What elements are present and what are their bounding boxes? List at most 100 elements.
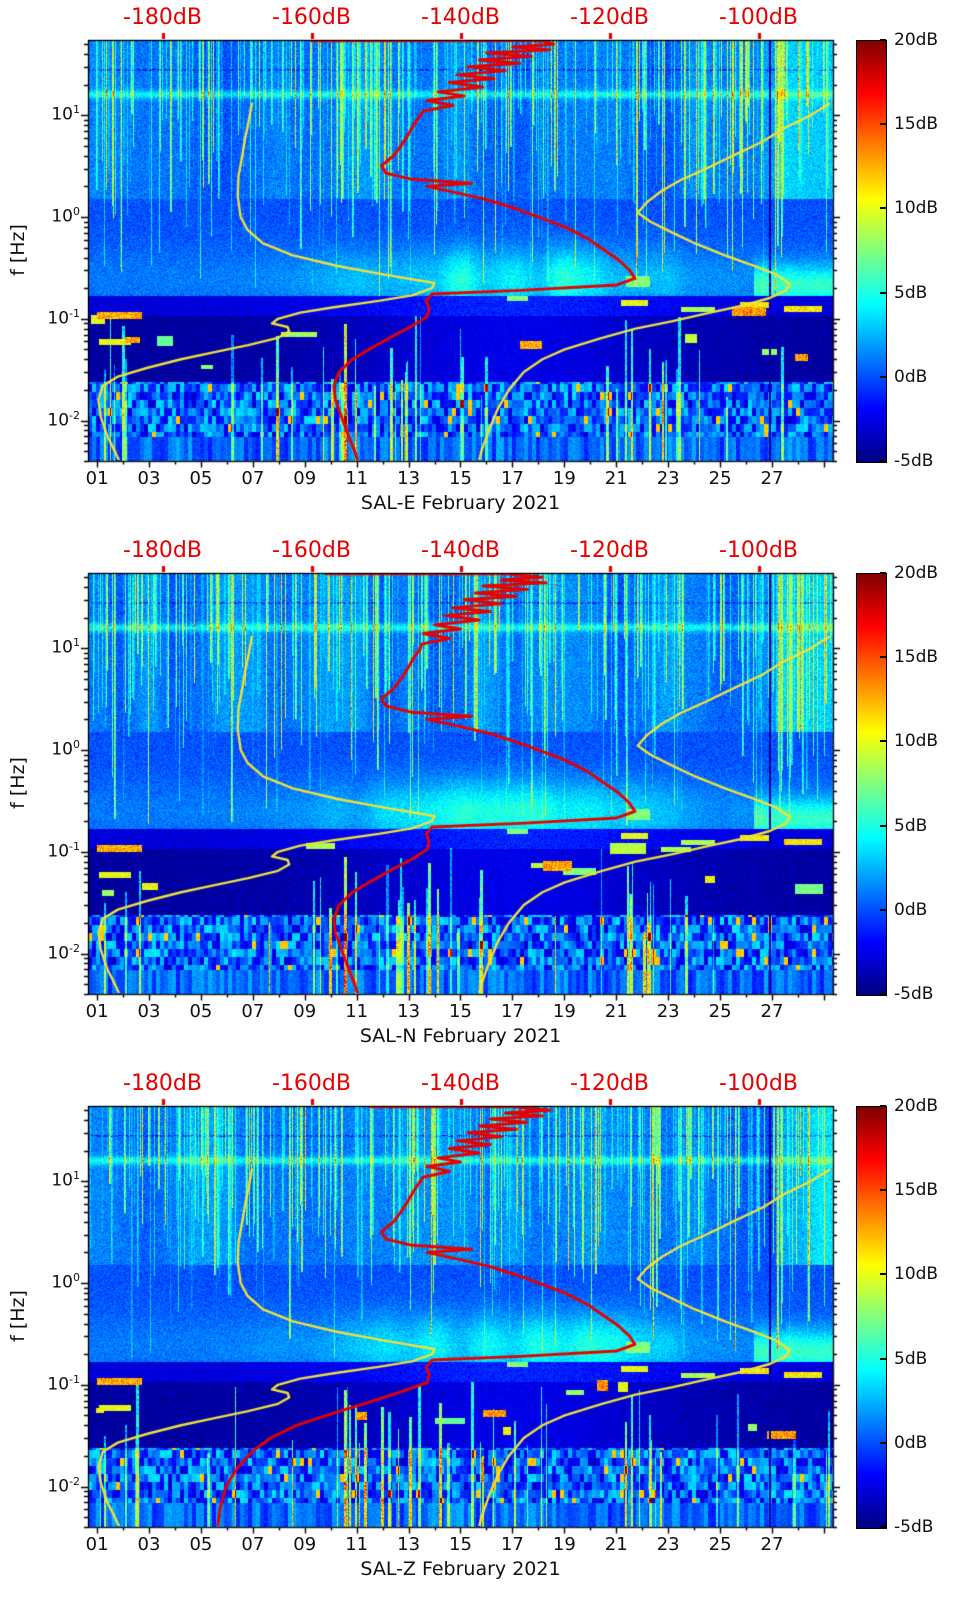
x-tick-label: 03 xyxy=(137,1534,161,1555)
x-tick-label: 23 xyxy=(656,1001,680,1022)
x-tick-label: 01 xyxy=(85,1001,109,1022)
x-tick-label: 01 xyxy=(85,1534,109,1555)
colorbar-tick xyxy=(880,1526,886,1528)
x-tick-label: 27 xyxy=(760,1001,784,1022)
x-tick-label: 09 xyxy=(293,1001,317,1022)
x-tick-label: 15 xyxy=(449,1001,472,1022)
colorbar-label: 5dB xyxy=(894,282,928,303)
x-tick-label: 09 xyxy=(293,468,317,489)
top-db-label: -120dB xyxy=(570,538,649,563)
y-tick-label: 10-2 xyxy=(47,1474,80,1497)
colorbar-label: 15dB xyxy=(894,647,939,668)
colorbar-label: 10dB xyxy=(894,198,939,219)
x-axis-title: SAL-Z February 2021 xyxy=(360,1558,561,1580)
colorbar-tick xyxy=(880,207,886,210)
top-db-label: -120dB xyxy=(570,1071,649,1096)
top-db-label: -160dB xyxy=(272,5,351,30)
y-axis-label: f [Hz] xyxy=(7,757,29,809)
colorbar-tick xyxy=(880,291,886,294)
x-tick-label: 13 xyxy=(397,1001,421,1022)
top-db-label: -120dB xyxy=(570,5,649,30)
x-tick-label: 23 xyxy=(656,1534,680,1555)
x-tick-label: 09 xyxy=(293,1534,317,1555)
y-tick-label: 100 xyxy=(51,738,80,760)
colorbar-label: 15dB xyxy=(894,114,939,135)
x-tick-label: 01 xyxy=(85,468,109,489)
x-axis-title: SAL-N February 2021 xyxy=(359,1025,562,1047)
colorbar-tick xyxy=(880,123,886,126)
colorbar-tick xyxy=(880,1273,886,1276)
y-tick-label: 101 xyxy=(51,1169,80,1191)
y-axis-label: f [Hz] xyxy=(7,1290,29,1342)
colorbar-label: 0dB xyxy=(894,1432,928,1453)
colorbar-tick xyxy=(880,908,886,911)
colorbar-tick xyxy=(880,375,886,378)
top-db-label: -140dB xyxy=(421,1071,500,1096)
x-tick-label: 13 xyxy=(397,1534,421,1555)
x-tick-label: 21 xyxy=(604,1001,628,1022)
x-tick-label: 25 xyxy=(708,1001,732,1022)
y-axis-label: f [Hz] xyxy=(7,224,29,276)
x-tick-label: 05 xyxy=(189,468,213,489)
y-tick-label: 10-2 xyxy=(47,941,80,964)
x-tick-label: 03 xyxy=(137,1001,161,1022)
y-tick-label: 10-1 xyxy=(47,306,80,329)
y-tick-label: 10-1 xyxy=(47,1372,80,1395)
colorbar-label: 10dB xyxy=(894,731,939,752)
x-tick-label: 19 xyxy=(552,1001,576,1022)
x-tick-label: 17 xyxy=(500,468,524,489)
x-tick-label: 25 xyxy=(708,1534,732,1555)
y-tick-label: 101 xyxy=(51,636,80,658)
colorbar-tick xyxy=(880,1105,886,1107)
colorbar-label: 20dB xyxy=(894,30,939,50)
colorbar-label: -5dB xyxy=(894,451,934,471)
x-tick-label: 19 xyxy=(552,1534,576,1555)
colorbar-tick xyxy=(880,740,886,743)
colorbar-tick xyxy=(880,824,886,827)
top-db-label: -180dB xyxy=(123,538,202,563)
x-tick-label: 27 xyxy=(760,1534,784,1555)
x-axis-title: SAL-E February 2021 xyxy=(360,492,561,514)
colorbar-label: 0dB xyxy=(894,366,928,387)
x-tick-label: 03 xyxy=(137,468,161,489)
top-db-label: -160dB xyxy=(272,538,351,563)
colorbar-tick xyxy=(880,460,886,462)
colorbar-label: 20dB xyxy=(894,563,939,583)
colorbar-tick xyxy=(880,1189,886,1192)
colorbar-label: 0dB xyxy=(894,899,928,920)
x-tick-label: 13 xyxy=(397,468,421,489)
colorbar-label: 20dB xyxy=(894,1096,939,1116)
x-tick-label: 11 xyxy=(345,468,369,489)
colorbar-tick xyxy=(880,1441,886,1444)
colorbar-label: 5dB xyxy=(894,1348,928,1369)
axes-overlay-canvas xyxy=(0,533,962,1066)
x-tick-label: 27 xyxy=(760,468,784,489)
x-tick-label: 19 xyxy=(552,468,576,489)
top-db-label: -180dB xyxy=(123,1071,202,1096)
colorbar-label: 10dB xyxy=(894,1264,939,1285)
x-tick-label: 17 xyxy=(500,1001,524,1022)
colorbar-label: 15dB xyxy=(894,1180,939,1201)
x-tick-label: 07 xyxy=(241,1001,265,1022)
top-db-label: -140dB xyxy=(421,538,500,563)
colorbar-gradient xyxy=(856,573,887,996)
colorbar-tick xyxy=(880,993,886,995)
colorbar-tick xyxy=(880,572,886,574)
x-tick-label: 15 xyxy=(449,468,472,489)
top-db-label: -180dB xyxy=(123,5,202,30)
x-tick-label: 11 xyxy=(345,1534,369,1555)
colorbar-label: -5dB xyxy=(894,1517,934,1537)
axes-overlay-canvas xyxy=(0,0,962,533)
y-tick-label: 100 xyxy=(51,1271,80,1293)
top-db-label: -100dB xyxy=(719,538,798,563)
x-tick-label: 21 xyxy=(604,468,628,489)
x-tick-label: 05 xyxy=(189,1001,213,1022)
top-db-label: -100dB xyxy=(719,1071,798,1096)
colorbar-tick xyxy=(880,656,886,659)
x-tick-label: 15 xyxy=(449,1534,472,1555)
y-tick-label: 100 xyxy=(51,205,80,227)
y-tick-label: 10-2 xyxy=(47,408,80,431)
x-tick-label: 25 xyxy=(708,468,732,489)
colorbar-gradient xyxy=(856,40,887,463)
x-tick-label: 07 xyxy=(241,1534,265,1555)
